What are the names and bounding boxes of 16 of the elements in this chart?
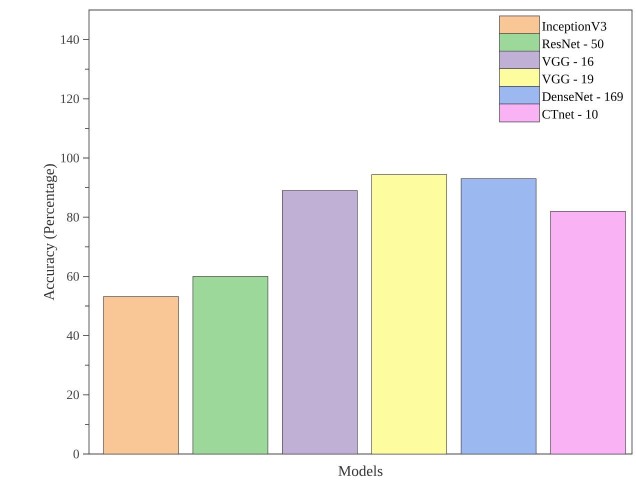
- legend-label: VGG - 19: [542, 74, 594, 84]
- x-axis-title: Models: [338, 466, 382, 476]
- y-tick-label: 120: [61, 94, 79, 104]
- y-tick-label: 80: [66, 212, 79, 222]
- y-tick-label: 40: [66, 331, 79, 340]
- y-tick-label: 0: [73, 450, 79, 458]
- y-tick-label: 60: [67, 272, 79, 281]
- legend-label: ResNet - 50: [542, 39, 604, 48]
- y-axis-title: Accuracy (Percentage): [43, 164, 58, 300]
- legend-label: CTnet - 10: [542, 110, 598, 119]
- y-tick-label: 20: [67, 390, 79, 400]
- legend-label: DenseNet - 169: [542, 92, 623, 102]
- legend-label: InceptionV3: [542, 22, 606, 34]
- y-tick-label: 100: [61, 154, 79, 162]
- y-tick-label: 140: [61, 35, 79, 44]
- legend-label: VGG - 16: [542, 57, 594, 66]
